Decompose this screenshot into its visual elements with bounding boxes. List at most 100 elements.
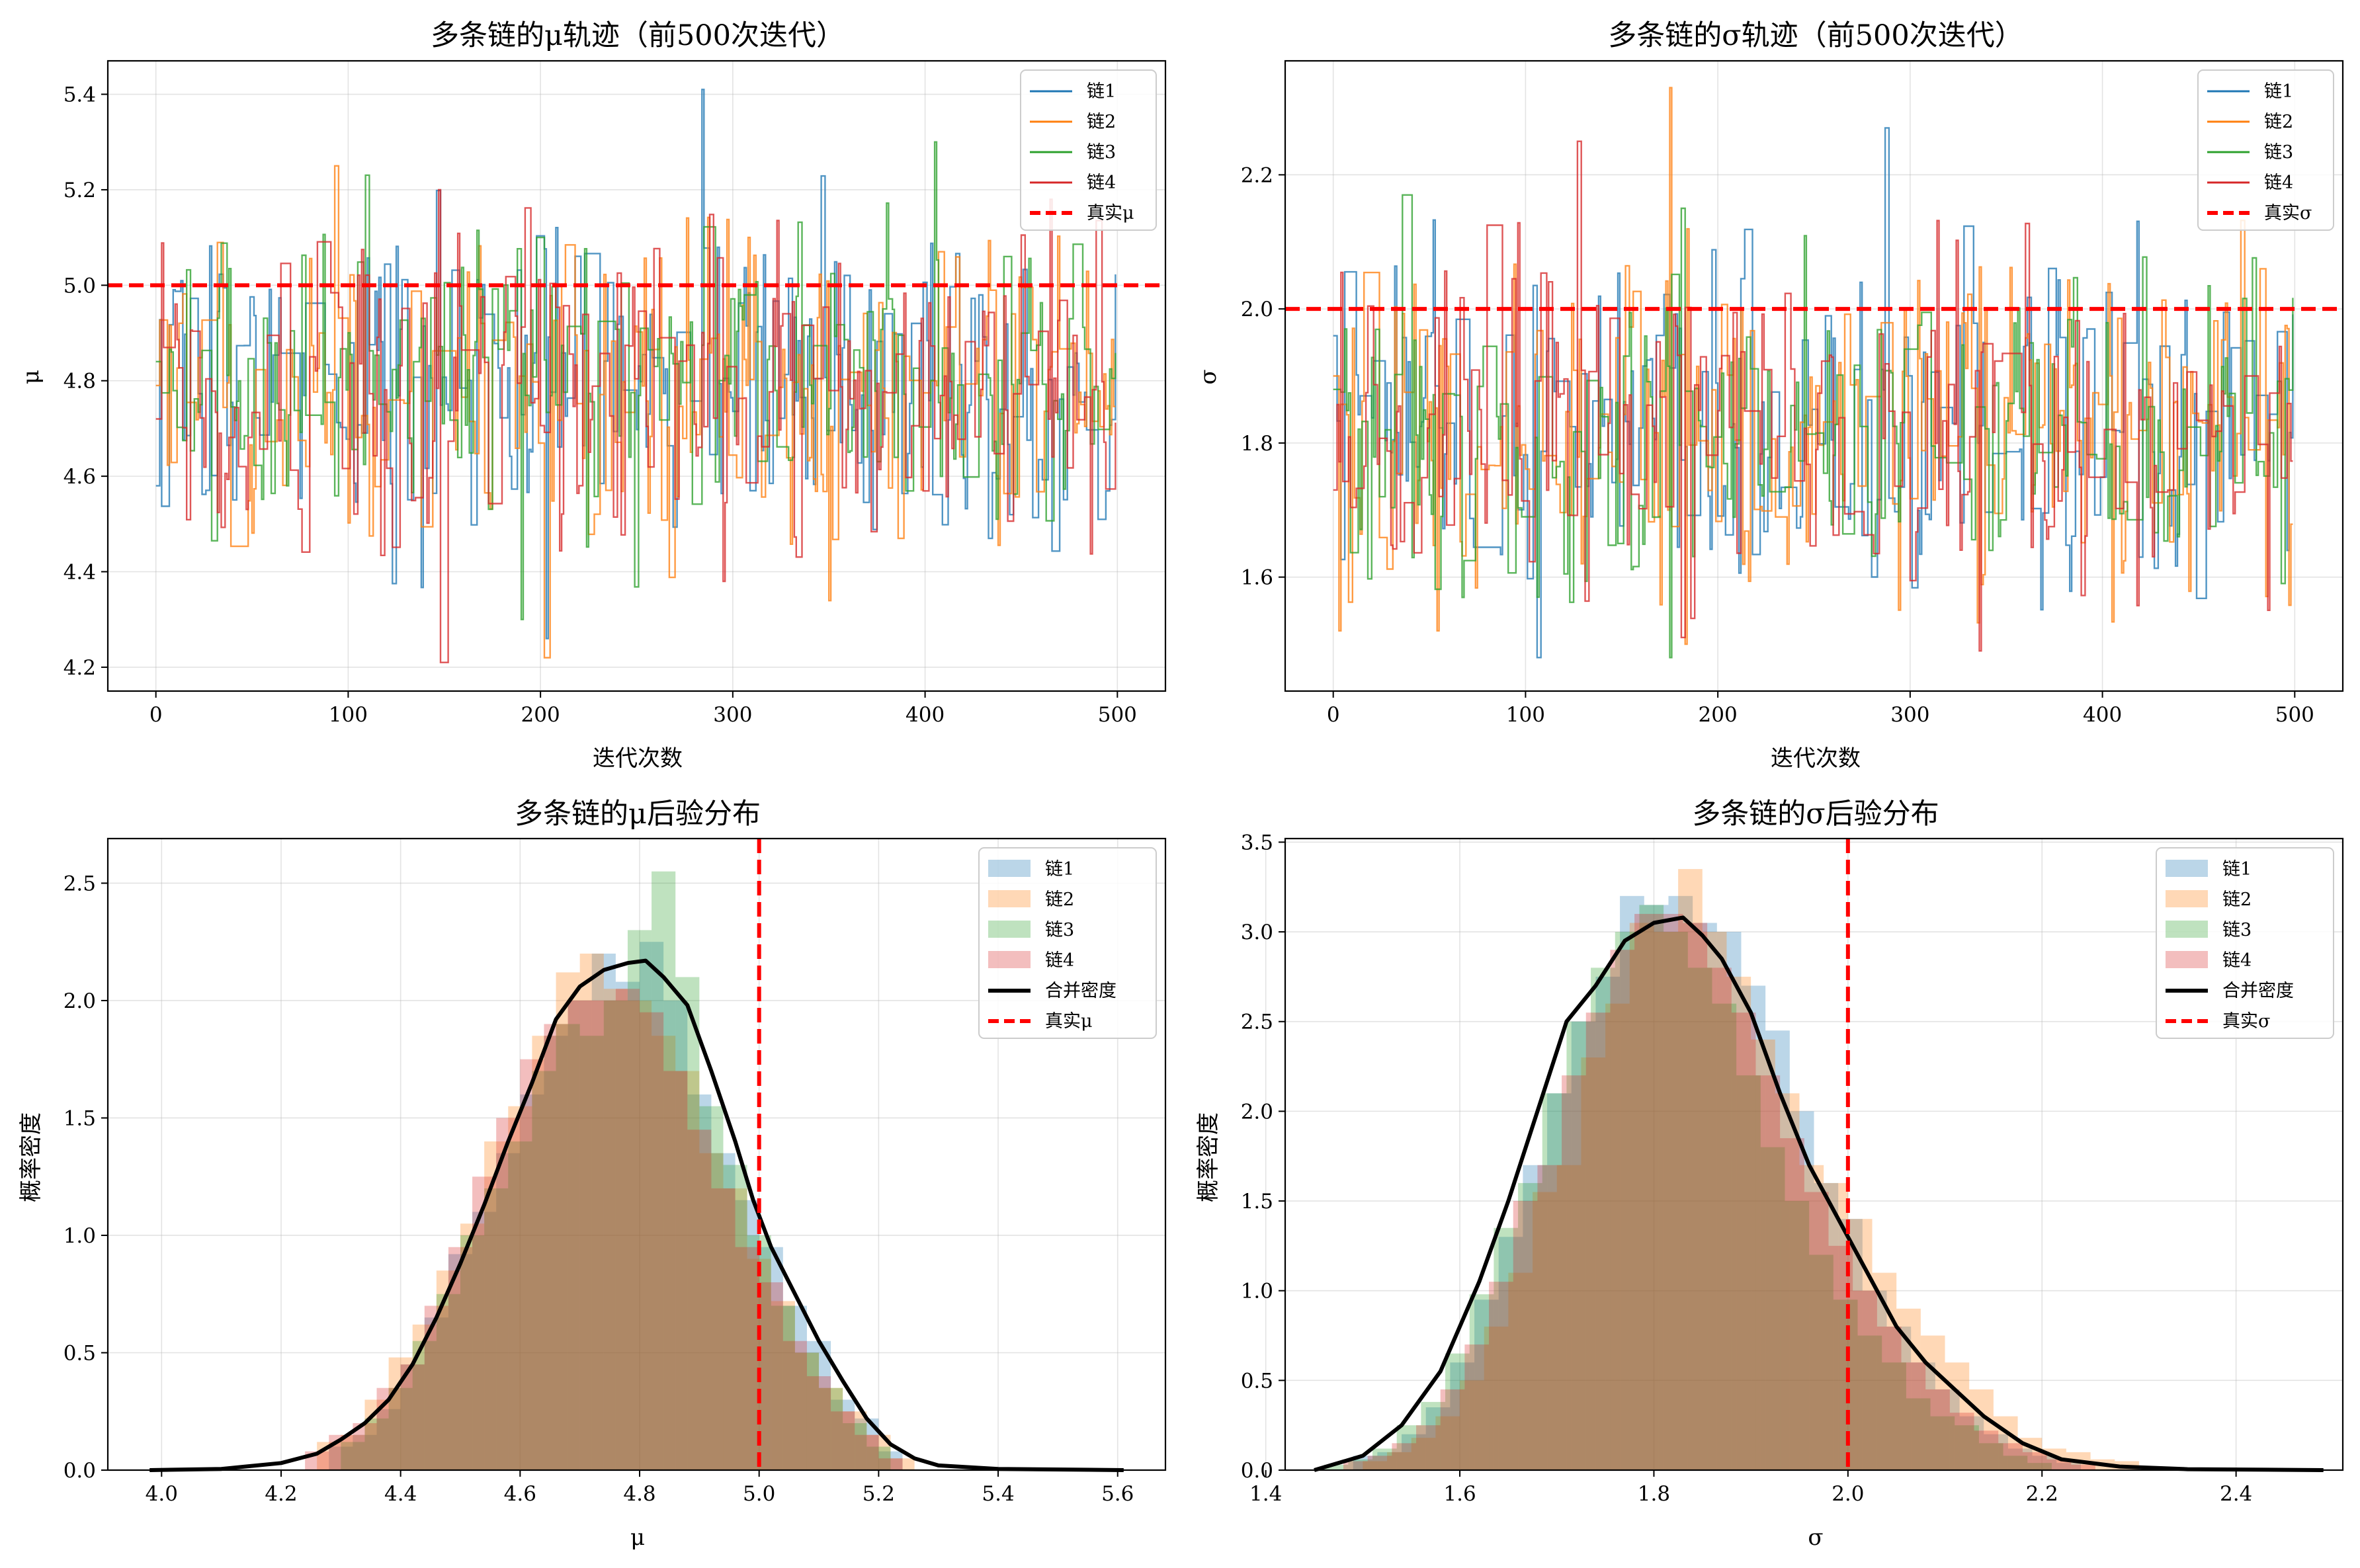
x-tick-label: 0 xyxy=(1327,703,1340,727)
hist-bar-链3 xyxy=(579,1036,604,1470)
x-tick-label: 500 xyxy=(2275,703,2314,727)
hist-bar-链3 xyxy=(1664,932,1688,1470)
hist-bar-链4 xyxy=(735,1247,759,1470)
hist-bar-链4 xyxy=(1489,1282,1513,1470)
hist-bar-链4 xyxy=(1392,1443,1417,1470)
hist-bar-链4 xyxy=(759,1282,783,1470)
hist-bar-链3 xyxy=(1785,1201,1810,1470)
hist-bar-链1 xyxy=(568,1000,592,1470)
hist-bar-链3 xyxy=(1324,1464,1349,1470)
hist-bar-链2 xyxy=(579,953,604,1470)
x-tick-label: 1.8 xyxy=(1638,1482,1670,1506)
y-tick-label: 4.6 xyxy=(63,465,96,489)
hist-bar-链4 xyxy=(1464,1344,1490,1470)
hist-bar-链4 xyxy=(1876,1326,1902,1470)
hist-bar-链2 xyxy=(1363,1461,1388,1470)
plot-area xyxy=(149,839,1124,1472)
hist-bar-链1 xyxy=(878,1451,903,1470)
hist-bar-链3 xyxy=(1687,968,1712,1470)
legend-label: 链4 xyxy=(2264,173,2293,193)
hist-bar-链1 xyxy=(544,1036,568,1470)
x-tick-label: 2.4 xyxy=(2220,1482,2252,1506)
x-tick-label: 5.4 xyxy=(982,1482,1014,1506)
hist-bar-链3 xyxy=(819,1387,843,1470)
y-tick-label: 2.5 xyxy=(63,872,96,895)
hist-bar-链1 xyxy=(1862,1290,1887,1470)
hist-bar-链4 xyxy=(1731,1012,1756,1470)
hist-bar-链1 xyxy=(2007,1448,2033,1470)
hist-bar-链4 xyxy=(1925,1389,1950,1470)
hist-bar-链1 xyxy=(376,1409,401,1470)
panel-sigma-trace: 多条链的σ轨迹（前500次迭代） 迭代次数 σ 0 100 200 300 400 500… xyxy=(1195,19,2344,772)
x-axis-label: μ xyxy=(630,1524,645,1551)
y-tick-label: 3.5 xyxy=(1241,831,1273,854)
hist-bar-链4 xyxy=(1683,923,1708,1470)
hist-bar-链3 xyxy=(2027,1463,2052,1470)
hist-bar-链1 xyxy=(1693,923,1717,1470)
legend-swatch xyxy=(2166,860,2208,877)
hist-bar-链1 xyxy=(1644,905,1669,1470)
hist-bar-链4 xyxy=(1804,1192,1829,1470)
hist-bar-链2 xyxy=(1726,976,1751,1470)
hist-bar-链4 xyxy=(1585,1012,1611,1470)
panel-sigma-posterior: 多条链的σ后验分布 σ 概率密度 1.4 1.6 1.8 2.0 2.2 2.4 0.0 0.… xyxy=(1195,798,2344,1551)
legend: 链1 链2 链3 链4 真实μ xyxy=(1020,69,1157,231)
hist-bar-链1 xyxy=(615,981,640,1470)
hist-bar-链3 xyxy=(1978,1443,2003,1470)
hist-bar-链3 xyxy=(1809,1255,1833,1470)
legend-label: 真实μ xyxy=(1087,203,1134,224)
hist-bar-链4 xyxy=(782,1341,807,1470)
hist-bar-链2 xyxy=(1751,1039,1775,1470)
hist-bar-链4 xyxy=(1949,1413,1974,1470)
hist-bar-链2 xyxy=(388,1357,413,1470)
y-tick-label: 0.0 xyxy=(63,1459,96,1483)
hist-bar-链1 xyxy=(1984,1434,2008,1470)
hist-bar-链3 xyxy=(1955,1425,1979,1470)
hist-bar-链2 xyxy=(603,989,628,1470)
hist-bar-链4 xyxy=(544,1024,568,1470)
hist-bar-链2 xyxy=(1945,1362,1970,1470)
x-tick-label: 200 xyxy=(1699,703,1738,727)
hist-bar-链1 xyxy=(1620,895,1644,1470)
hist-bar-链2 xyxy=(1678,869,1703,1470)
hist-bar-链1 xyxy=(520,1094,544,1470)
x-tick-label: 1.4 xyxy=(1249,1482,1282,1506)
y-tick-label: 5.0 xyxy=(63,274,96,298)
panel-title: 多条链的μ后验分布 xyxy=(515,798,761,831)
x-tick-label: 300 xyxy=(713,703,752,727)
legend-label: 链3 xyxy=(1045,920,1074,940)
hist-bar-链3 xyxy=(1348,1459,1373,1470)
y-tick-label: 2.0 xyxy=(1241,1100,1273,1124)
y-tick-label: 2.2 xyxy=(1241,163,1273,187)
legend-label: 合并密度 xyxy=(2222,981,2294,1001)
legend-label: 链1 xyxy=(2264,81,2293,102)
hist-bar-链3 xyxy=(1421,1401,1446,1470)
panel-mu-trace: 多条链的μ轨迹（前500次迭代） 迭代次数 μ 0 100 200 300 400 500… xyxy=(18,19,1167,772)
hist-bar-链3 xyxy=(532,1071,556,1470)
y-tick-label: 1.5 xyxy=(1241,1190,1273,1214)
x-tick-label: 2.2 xyxy=(2026,1482,2058,1506)
hist-bar-链2 xyxy=(1969,1389,1994,1470)
hist-bar-链3 xyxy=(412,1341,437,1470)
y-tick-label: 1.8 xyxy=(1241,432,1273,456)
hist-bar-链3 xyxy=(1760,1147,1785,1470)
y-axis-label: μ xyxy=(18,370,44,384)
hist-bar-链4 xyxy=(1562,1075,1586,1470)
legend-box xyxy=(1020,69,1157,231)
hist-bar-链1 xyxy=(1668,895,1693,1470)
hist-bar-链2 xyxy=(652,1036,676,1470)
hist-bar-链4 xyxy=(1610,950,1635,1470)
hist-bar-链2 xyxy=(556,972,580,1470)
hist-bar-链4 xyxy=(520,1059,544,1470)
legend-label: 链2 xyxy=(1045,889,1074,910)
hist-bar-链4 xyxy=(2071,1464,2095,1470)
hist-bar-链2 xyxy=(819,1387,843,1470)
legend-swatch xyxy=(988,890,1031,907)
x-tick-label: 500 xyxy=(1098,703,1137,727)
hist-bar-链4 xyxy=(1901,1362,1926,1470)
x-tick-label: 100 xyxy=(1506,703,1545,727)
hist-bar-链1 xyxy=(1959,1416,1984,1470)
hist-bar-链1 xyxy=(782,1305,807,1470)
hist-bar-链1 xyxy=(687,1094,712,1470)
hist-bar-链2 xyxy=(1629,923,1654,1470)
